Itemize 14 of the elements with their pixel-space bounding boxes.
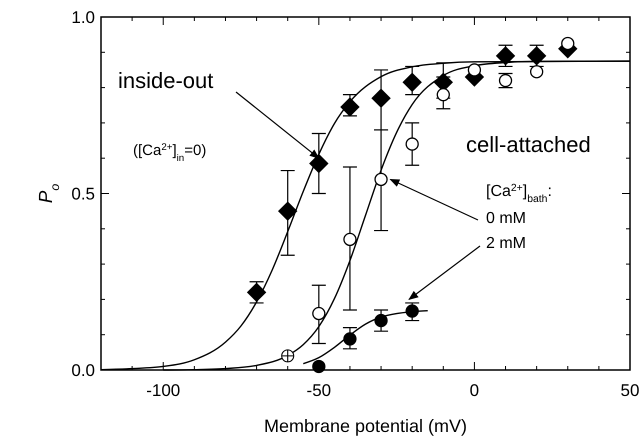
x-tick-label: 0 <box>470 381 480 400</box>
y-tick-label: 1.0 <box>71 8 95 27</box>
annotation: 2 mM <box>486 235 526 252</box>
x-tick-label: -100 <box>146 381 180 400</box>
annotation: [Ca$^{2+}$]$_{bath}$: <box>486 182 552 204</box>
annotation: inside-out <box>118 68 214 93</box>
y-tick-label: 0.0 <box>71 361 95 380</box>
annotation: ([Ca$^{2+}$]$_{in}$=0) <box>133 142 206 164</box>
y-tick-label: 0.5 <box>71 184 95 204</box>
x-tick-label: 50 <box>620 381 640 400</box>
x-tick-label: -50 <box>306 381 332 400</box>
x-axis-title: Membrane potential (mV) <box>264 416 468 436</box>
annotation: cell-attached <box>466 132 591 157</box>
annotation: 0 mM <box>486 210 526 227</box>
